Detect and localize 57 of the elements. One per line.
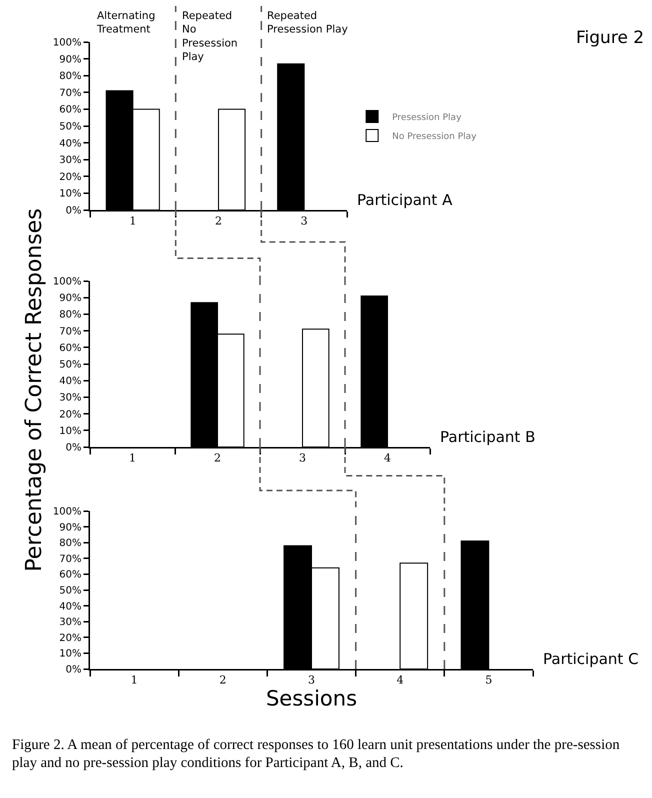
- y-tick-label: 80%: [59, 538, 82, 550]
- x-tick-label: 1: [130, 674, 138, 687]
- x-tick-label: 3: [299, 452, 306, 465]
- y-tick-label: 50%: [59, 360, 82, 370]
- x-tick-label: 3: [308, 674, 315, 687]
- y-tick-label: 40%: [59, 601, 82, 612]
- y-tick-label: 70%: [59, 326, 82, 338]
- x-tick-label: 2: [214, 452, 221, 465]
- y-tick-label: 60%: [59, 104, 82, 116]
- x-axis-title: Sessions: [266, 686, 358, 711]
- y-tick-label: 50%: [59, 586, 82, 596]
- text: Participant C: [543, 650, 639, 668]
- y-tick-label: 0%: [66, 442, 82, 454]
- y-tick-label: 20%: [59, 409, 82, 420]
- y-tick-label: 40%: [59, 138, 82, 150]
- x-tick-label: 1: [129, 214, 136, 228]
- text: Participant A: [357, 191, 454, 209]
- caption: Figure 2: [576, 28, 644, 48]
- text: Alternating Treatment: [96, 10, 156, 36]
- y-tick-label: 80%: [59, 71, 82, 82]
- y-tick-label: 90%: [59, 522, 82, 534]
- y-axis-title: Percentage of Correct Responses: [21, 207, 48, 574]
- x-tick-label: 2: [215, 214, 222, 228]
- y-tick-label: 0%: [66, 664, 82, 676]
- x-tick-label: 2: [219, 674, 226, 687]
- y-tick-label: 70%: [59, 88, 82, 99]
- x-tick-label: 3: [300, 214, 308, 228]
- caption: Figure 2. A mean of percentage of correct responses to 160 learn unit presentations under the pre-session play and no pre-session play conditions for Participant A, B, and C.: [12, 736, 621, 772]
- y-tick-label: 90%: [59, 293, 82, 304]
- y-tick-label: 30%: [59, 155, 82, 166]
- y-tick-label: 60%: [59, 342, 82, 354]
- x-tick-label: 1: [129, 452, 136, 465]
- legend-label: No Presession Play: [392, 132, 478, 142]
- annotation: Repeated No Presession Play: [182, 10, 238, 63]
- text: Repeated Presession Play: [267, 10, 348, 36]
- y-tick-label: 90%: [59, 54, 82, 66]
- y-tick-label: 20%: [59, 632, 82, 644]
- y-tick-label: 100%: [52, 506, 82, 518]
- y-tick-label: 50%: [59, 122, 82, 132]
- y-tick-label: 100%: [52, 38, 82, 48]
- text: Participant B: [440, 428, 536, 446]
- y-tick-label: 20%: [59, 172, 82, 183]
- x-tick-label: 4: [384, 452, 391, 465]
- y-tick-label: 0%: [66, 206, 82, 216]
- y-tick-label: 30%: [59, 392, 82, 404]
- y-tick-label: 40%: [59, 376, 82, 388]
- y-tick-label: 70%: [59, 554, 82, 565]
- y-tick-label: 10%: [59, 648, 82, 660]
- y-tick-label: 60%: [59, 570, 82, 581]
- y-tick-label: 30%: [59, 617, 82, 628]
- y-tick-label: 100%: [52, 276, 82, 288]
- x-tick-label: 4: [396, 674, 404, 687]
- y-tick-label: 10%: [59, 188, 82, 200]
- x-tick-label: 5: [485, 674, 492, 687]
- legend-label: Presession Play: [392, 113, 462, 124]
- y-tick-label: 80%: [59, 310, 82, 321]
- y-tick-label: 10%: [59, 426, 82, 437]
